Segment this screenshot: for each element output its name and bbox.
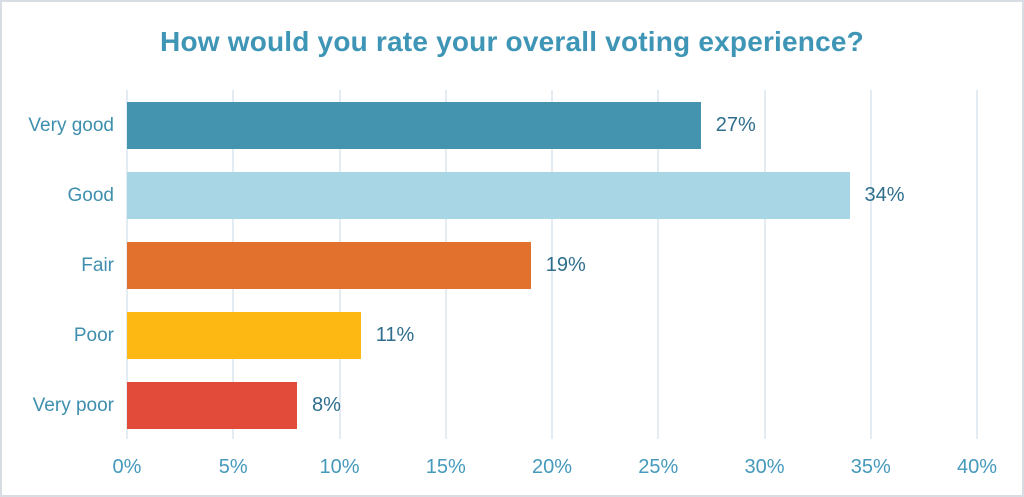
category-label: Poor [73, 325, 114, 346]
x-tick-label: 0% [112, 456, 142, 478]
chart-title: How would you rate your overall voting e… [160, 26, 864, 57]
category-label: Fair [81, 255, 114, 276]
bar-very-poor [127, 382, 297, 429]
x-tick-label: 25% [638, 456, 679, 478]
bar-very-good [127, 102, 701, 149]
bar-good [127, 172, 850, 219]
x-tick-label: 5% [218, 456, 248, 478]
x-tick-label: 30% [744, 456, 785, 478]
bar-poor [127, 312, 361, 359]
bar-fair [127, 242, 531, 289]
value-label: 11% [375, 324, 415, 346]
plot-area: 27% 34% 19% 11% 8% [126, 90, 978, 439]
gridline [869, 90, 872, 439]
x-tick-label: 10% [319, 456, 360, 478]
value-label: 8% [312, 394, 341, 416]
category-label: Very good [28, 115, 114, 136]
category-label: Very poor [32, 395, 114, 416]
value-label: 19% [545, 254, 586, 276]
category-label: Good [67, 185, 114, 206]
x-tick-label: 15% [425, 456, 466, 478]
x-tick-label: 35% [850, 456, 891, 478]
gridline [657, 90, 660, 439]
x-tick-label: 40% [956, 456, 998, 478]
value-label: 27% [715, 114, 756, 136]
gridline [763, 90, 766, 439]
gridline [551, 90, 553, 439]
x-tick-label: 20% [531, 456, 573, 478]
value-label: 34% [864, 184, 905, 206]
gridline [976, 90, 978, 439]
